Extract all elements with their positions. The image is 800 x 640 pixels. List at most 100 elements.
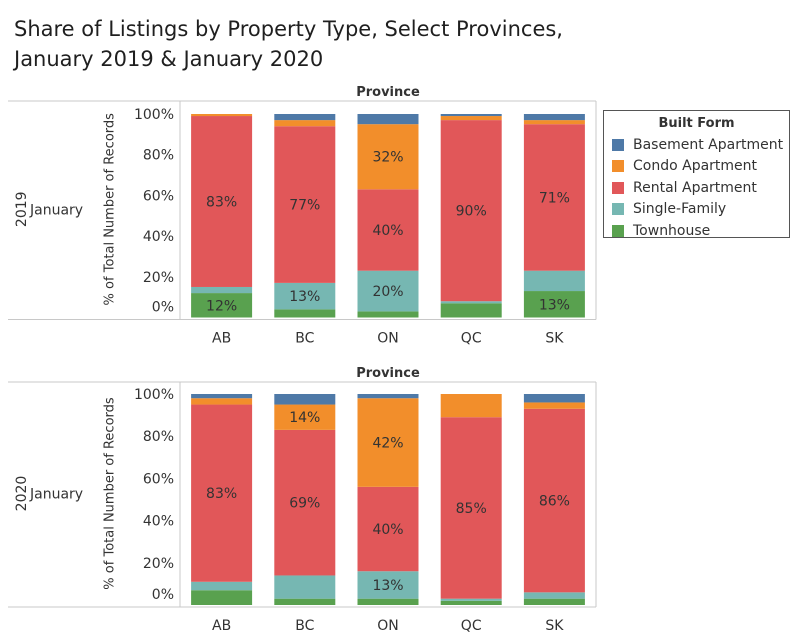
legend-swatch-condo-apartment [612, 160, 624, 173]
panel-2019-row-month: January [29, 202, 83, 218]
panel-2020-bar-ab-rental-apartment [191, 404, 253, 582]
panel-2020-bar-on-condo-apartment [357, 398, 419, 487]
panel-2019-bar-ab-townhouse [191, 293, 253, 318]
panel-2019-y-tick-label: 0% [152, 300, 174, 316]
panel-2019-x-tick-label-ab: AB [212, 331, 231, 347]
panel-2020-y-tick-label: 100% [134, 387, 174, 403]
panel-2019-data-label-bc-single-family: 13% [289, 289, 320, 305]
panel-2019-y-tick-label: 80% [143, 148, 174, 164]
panel-2020-bar-sk-townhouse [523, 598, 585, 605]
panel-2019-bar-qc-townhouse [440, 303, 502, 318]
panel-2020-y-tick-label: 20% [143, 556, 174, 572]
panel-2020-bar-qc-townhouse [440, 600, 502, 605]
legend-title: Built Form [658, 116, 735, 131]
chart-title-line-2: January 2019 & January 2020 [14, 47, 324, 71]
panel-2019-bar-on-townhouse [357, 311, 419, 318]
panel-2020-header: Province [356, 366, 420, 381]
panel-2019-bar-bc-rental-apartment [274, 126, 336, 283]
panel-2019-bar-qc-basement-apartment [440, 114, 502, 117]
legend-item-rental-apartment[interactable]: Rental Apartment [604, 177, 789, 199]
panel-2019-bar-sk-basement-apartment [523, 114, 585, 121]
panel-2020-x-tick-label-ab: AB [212, 618, 231, 634]
legend-label: Townhouse [633, 222, 711, 239]
panel-2019-bar-on-rental-apartment [357, 189, 419, 271]
legend-swatch-rental-apartment [612, 181, 624, 194]
legend-swatch-townhouse [612, 224, 624, 237]
panel-2019-x-tick-label-bc: BC [295, 331, 314, 347]
panel-2019-bar-qc-single-family [440, 301, 502, 304]
panel-2019-bar-on-condo-apartment [357, 124, 419, 190]
panel-2020-bar-on-townhouse [357, 598, 419, 605]
legend-item-single-family[interactable]: Single-Family [604, 199, 789, 221]
legend-label: Condo Apartment [633, 158, 758, 175]
panel-2020-y-tick-label: 40% [143, 514, 174, 530]
panel-2019-bar-sk-townhouse [523, 291, 585, 318]
panel-2020-x-tick-label-sk: SK [545, 618, 564, 634]
panel-2020-bar-sk-rental-apartment [523, 408, 585, 593]
panel-2020-bar-qc-condo-apartment [440, 394, 502, 418]
chart-title-line-1: Share of Listings by Property Type, Sele… [14, 17, 563, 41]
panel-2019-x-tick-label-qc: QC [461, 331, 482, 347]
panel-2019-bar-bc-basement-apartment [274, 114, 336, 121]
panel-2020-bar-sk-condo-apartment [523, 402, 585, 409]
panel-2020-data-label-bc-rental-apartment: 69% [289, 496, 320, 512]
panel-2019-y-tick-label: 100% [134, 107, 174, 123]
panel-2019-data-label-on-condo-apartment: 32% [372, 150, 403, 166]
panel-2019-bar-ab-rental-apartment [191, 116, 253, 287]
panel-2020-x-tick-label-bc: BC [295, 618, 314, 634]
panel-2020-bar-bc-condo-apartment [274, 404, 336, 430]
panel-2019-bar-bc-condo-apartment [274, 120, 336, 127]
panel-2020-bar-qc-single-family [440, 598, 502, 601]
panel-2019-bar-sk-single-family [523, 270, 585, 292]
panel-2020-data-label-ab-rental-apartment: 83% [206, 486, 237, 502]
panel-2020-x-tick-label-qc: QC [461, 618, 482, 634]
legend-label: Rental Apartment [633, 179, 757, 196]
panel-2020-data-label-qc-rental-apartment: 85% [456, 501, 487, 517]
panel-2020-bar-sk-single-family [523, 592, 585, 599]
panel-2019-data-label-qc-rental-apartment: 90% [456, 204, 487, 220]
panel-2019-bar-ab-single-family [191, 286, 253, 294]
legend-label: Single-Family [633, 201, 727, 218]
panel-2019-x-tick-label-on: ON [377, 331, 399, 347]
panel-2020-bar-bc-townhouse [274, 598, 336, 605]
legend-label: Basement Apartment [633, 136, 784, 153]
panel-2020-data-label-on-condo-apartment: 42% [372, 436, 403, 452]
panel-2020-bar-bc-rental-apartment [274, 429, 336, 576]
panel-2019-data-label-ab-townhouse: 12% [206, 298, 237, 314]
panel-2020-bar-sk-basement-apartment [523, 394, 585, 403]
legend-swatch-single-family [612, 203, 624, 216]
panel-2020-data-label-on-single-family: 13% [372, 578, 403, 594]
legend-item-townhouse[interactable]: Townhouse [604, 220, 789, 242]
panel-2019-y-tick-label: 60% [143, 188, 174, 204]
panel-2019-data-label-sk-rental-apartment: 71% [539, 190, 570, 206]
panel-2019-row-year: 2019 [14, 191, 30, 227]
panel-2019-bar-qc-rental-apartment [440, 120, 502, 302]
panel-2019-bar-sk-condo-apartment [523, 120, 585, 125]
panel-2019-bar-on-single-family [357, 270, 419, 312]
panel-2019-bar-ab-condo-apartment [191, 114, 253, 117]
panel-2020-bar-on-basement-apartment [357, 394, 419, 399]
panel-2019-y-tick-label: 20% [143, 270, 174, 286]
panel-2020-row-year: 2020 [14, 476, 30, 512]
panel-2020-bar-ab-single-family [191, 581, 253, 591]
panel-2019-bar-bc-single-family [274, 282, 336, 310]
chart-title: Share of Listings by Property Type, Sele… [14, 14, 614, 74]
panel-2020-bar-ab-townhouse [191, 590, 253, 605]
panel-2020-row-month: January [29, 487, 83, 503]
legend-item-condo-apartment[interactable]: Condo Apartment [604, 156, 789, 178]
panel-2019-data-label-ab-rental-apartment: 83% [206, 195, 237, 211]
panel-2020-y-tick-label: 60% [143, 471, 174, 487]
panel-2020-bar-ab-condo-apartment [191, 398, 253, 405]
panel-2019-header: Province [356, 85, 420, 100]
legend-swatch-basement-apartment [612, 138, 624, 151]
panel-2020-y-tick-label: 80% [143, 429, 174, 445]
legend-item-basement-apartment[interactable]: Basement Apartment [604, 134, 789, 156]
legend[interactable]: Built Form Basement Apartment Condo Apar… [603, 110, 790, 239]
panel-2019-bar-qc-condo-apartment [440, 116, 502, 121]
panel-2019-bar-on-basement-apartment [357, 114, 419, 125]
panel-2019-data-label-bc-rental-apartment: 77% [289, 198, 320, 214]
panel-2020-data-label-bc-condo-apartment: 14% [289, 410, 320, 426]
panel-2020-data-label-sk-rental-apartment: 86% [539, 494, 570, 510]
panel-2020-x-tick-label-on: ON [377, 618, 399, 634]
